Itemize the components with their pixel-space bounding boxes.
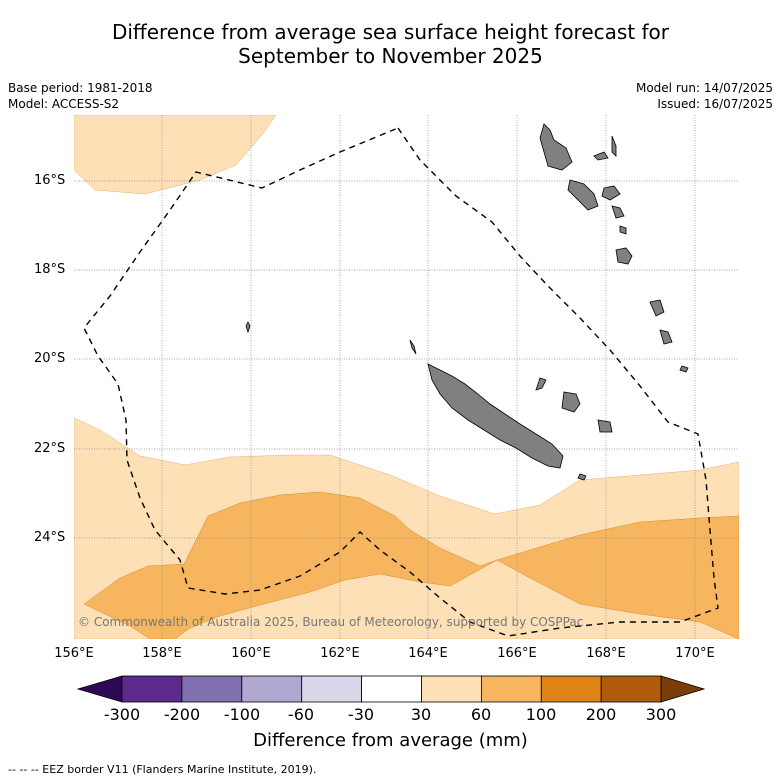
ile-des-pins-north — [409, 339, 417, 355]
lat-label-24s: 24°S — [34, 530, 66, 545]
graticule — [74, 115, 739, 639]
anomaly-band-30-60-north — [74, 115, 277, 195]
base-period: Base period: 1981-2018 — [8, 81, 153, 95]
colorbar-extend-low — [76, 675, 123, 703]
walpole-island — [679, 365, 689, 373]
colorbar-segment — [361, 675, 422, 703]
colorbar-segment — [600, 675, 662, 703]
lat-label-22s: 22°S — [34, 441, 66, 456]
issued-date: Issued: 16/07/2025 — [657, 97, 773, 111]
colorbar-segments — [76, 675, 706, 703]
vanuatu-maewo — [611, 135, 617, 157]
colorbar-tick: 60 — [470, 705, 492, 724]
chart-title: Difference from average sea surface heig… — [0, 20, 781, 68]
colorbar — [76, 675, 706, 703]
colorbar-extend-high — [660, 675, 706, 703]
colorbar-segment — [421, 675, 482, 703]
model-run: Model run: 14/07/2025 — [635, 81, 773, 95]
lon-label-166e: 166°E — [497, 646, 537, 661]
colorbar-tick: 100 — [525, 705, 557, 724]
eez-border — [83, 127, 719, 637]
vanuatu-malakula — [567, 179, 599, 211]
title-line-2: September to November 2025 — [238, 44, 543, 68]
vanuatu-tanna — [619, 225, 627, 235]
meta-left: Base period: 1981-2018 Model: ACCESS-S2 — [8, 80, 153, 112]
colorbar-tick: 30 — [410, 705, 432, 724]
map-area — [74, 115, 739, 639]
loyalty-mare — [597, 419, 613, 433]
meta-right: Model run: 14/07/2025 Issued: 16/07/2025 — [636, 80, 773, 112]
colorbar-tick: -30 — [347, 705, 375, 724]
vanuatu-erromango — [615, 247, 633, 265]
lat-label-18s: 18°S — [34, 262, 66, 277]
vanuatu-ambae — [593, 151, 609, 161]
lon-label-158e: 158°E — [142, 646, 182, 661]
hunter-island-1 — [649, 299, 665, 317]
colorbar-segment — [121, 675, 183, 703]
colorbar-segment — [241, 675, 303, 703]
colorbar-tick: -100 — [223, 705, 261, 724]
matthew-island — [577, 473, 587, 481]
lon-label-164e: 164°E — [408, 646, 448, 661]
eez-footnote: -- -- -- EEZ border V11 (Flanders Marine… — [8, 763, 317, 776]
colorbar-tick: -200 — [163, 705, 201, 724]
colorbar-tick: 300 — [645, 705, 677, 724]
lon-label-162e: 162°E — [320, 646, 360, 661]
title-line-1: Difference from average sea surface heig… — [111, 20, 670, 44]
anomaly-band-60-100 — [83, 491, 739, 639]
loyalty-lifou — [561, 391, 581, 413]
colorbar-segment — [301, 675, 363, 703]
colorbar-segment — [480, 675, 542, 703]
lon-label-160e: 160°E — [231, 646, 271, 661]
lat-label-16s: 16°S — [34, 173, 66, 188]
hunter-island-2 — [659, 329, 673, 345]
loyalty-ouvea — [535, 377, 547, 391]
lon-label-168e: 168°E — [586, 646, 626, 661]
model-name: Model: ACCESS-S2 — [8, 97, 120, 111]
lon-label-170e: 170°E — [675, 646, 715, 661]
chesterfield-islet — [245, 321, 251, 334]
land — [245, 123, 689, 481]
vanuatu-small-1 — [611, 205, 625, 219]
new-caledonia — [427, 363, 564, 469]
colorbar-label: Difference from average (mm) — [253, 730, 528, 751]
colorbar-segment — [540, 675, 602, 703]
vanuatu-espiritu-santo — [539, 123, 573, 171]
colorbar-segment — [181, 675, 243, 703]
colorbar-tick: -60 — [287, 705, 315, 724]
copyright-notice: © Commonwealth of Australia 2025, Bureau… — [78, 615, 584, 629]
lon-label-156e: 156°E — [54, 646, 94, 661]
colorbar-tick: -300 — [103, 705, 141, 724]
colorbar-tick: 200 — [585, 705, 617, 724]
vanuatu-efate — [601, 185, 621, 201]
lat-label-20s: 20°S — [34, 351, 66, 366]
